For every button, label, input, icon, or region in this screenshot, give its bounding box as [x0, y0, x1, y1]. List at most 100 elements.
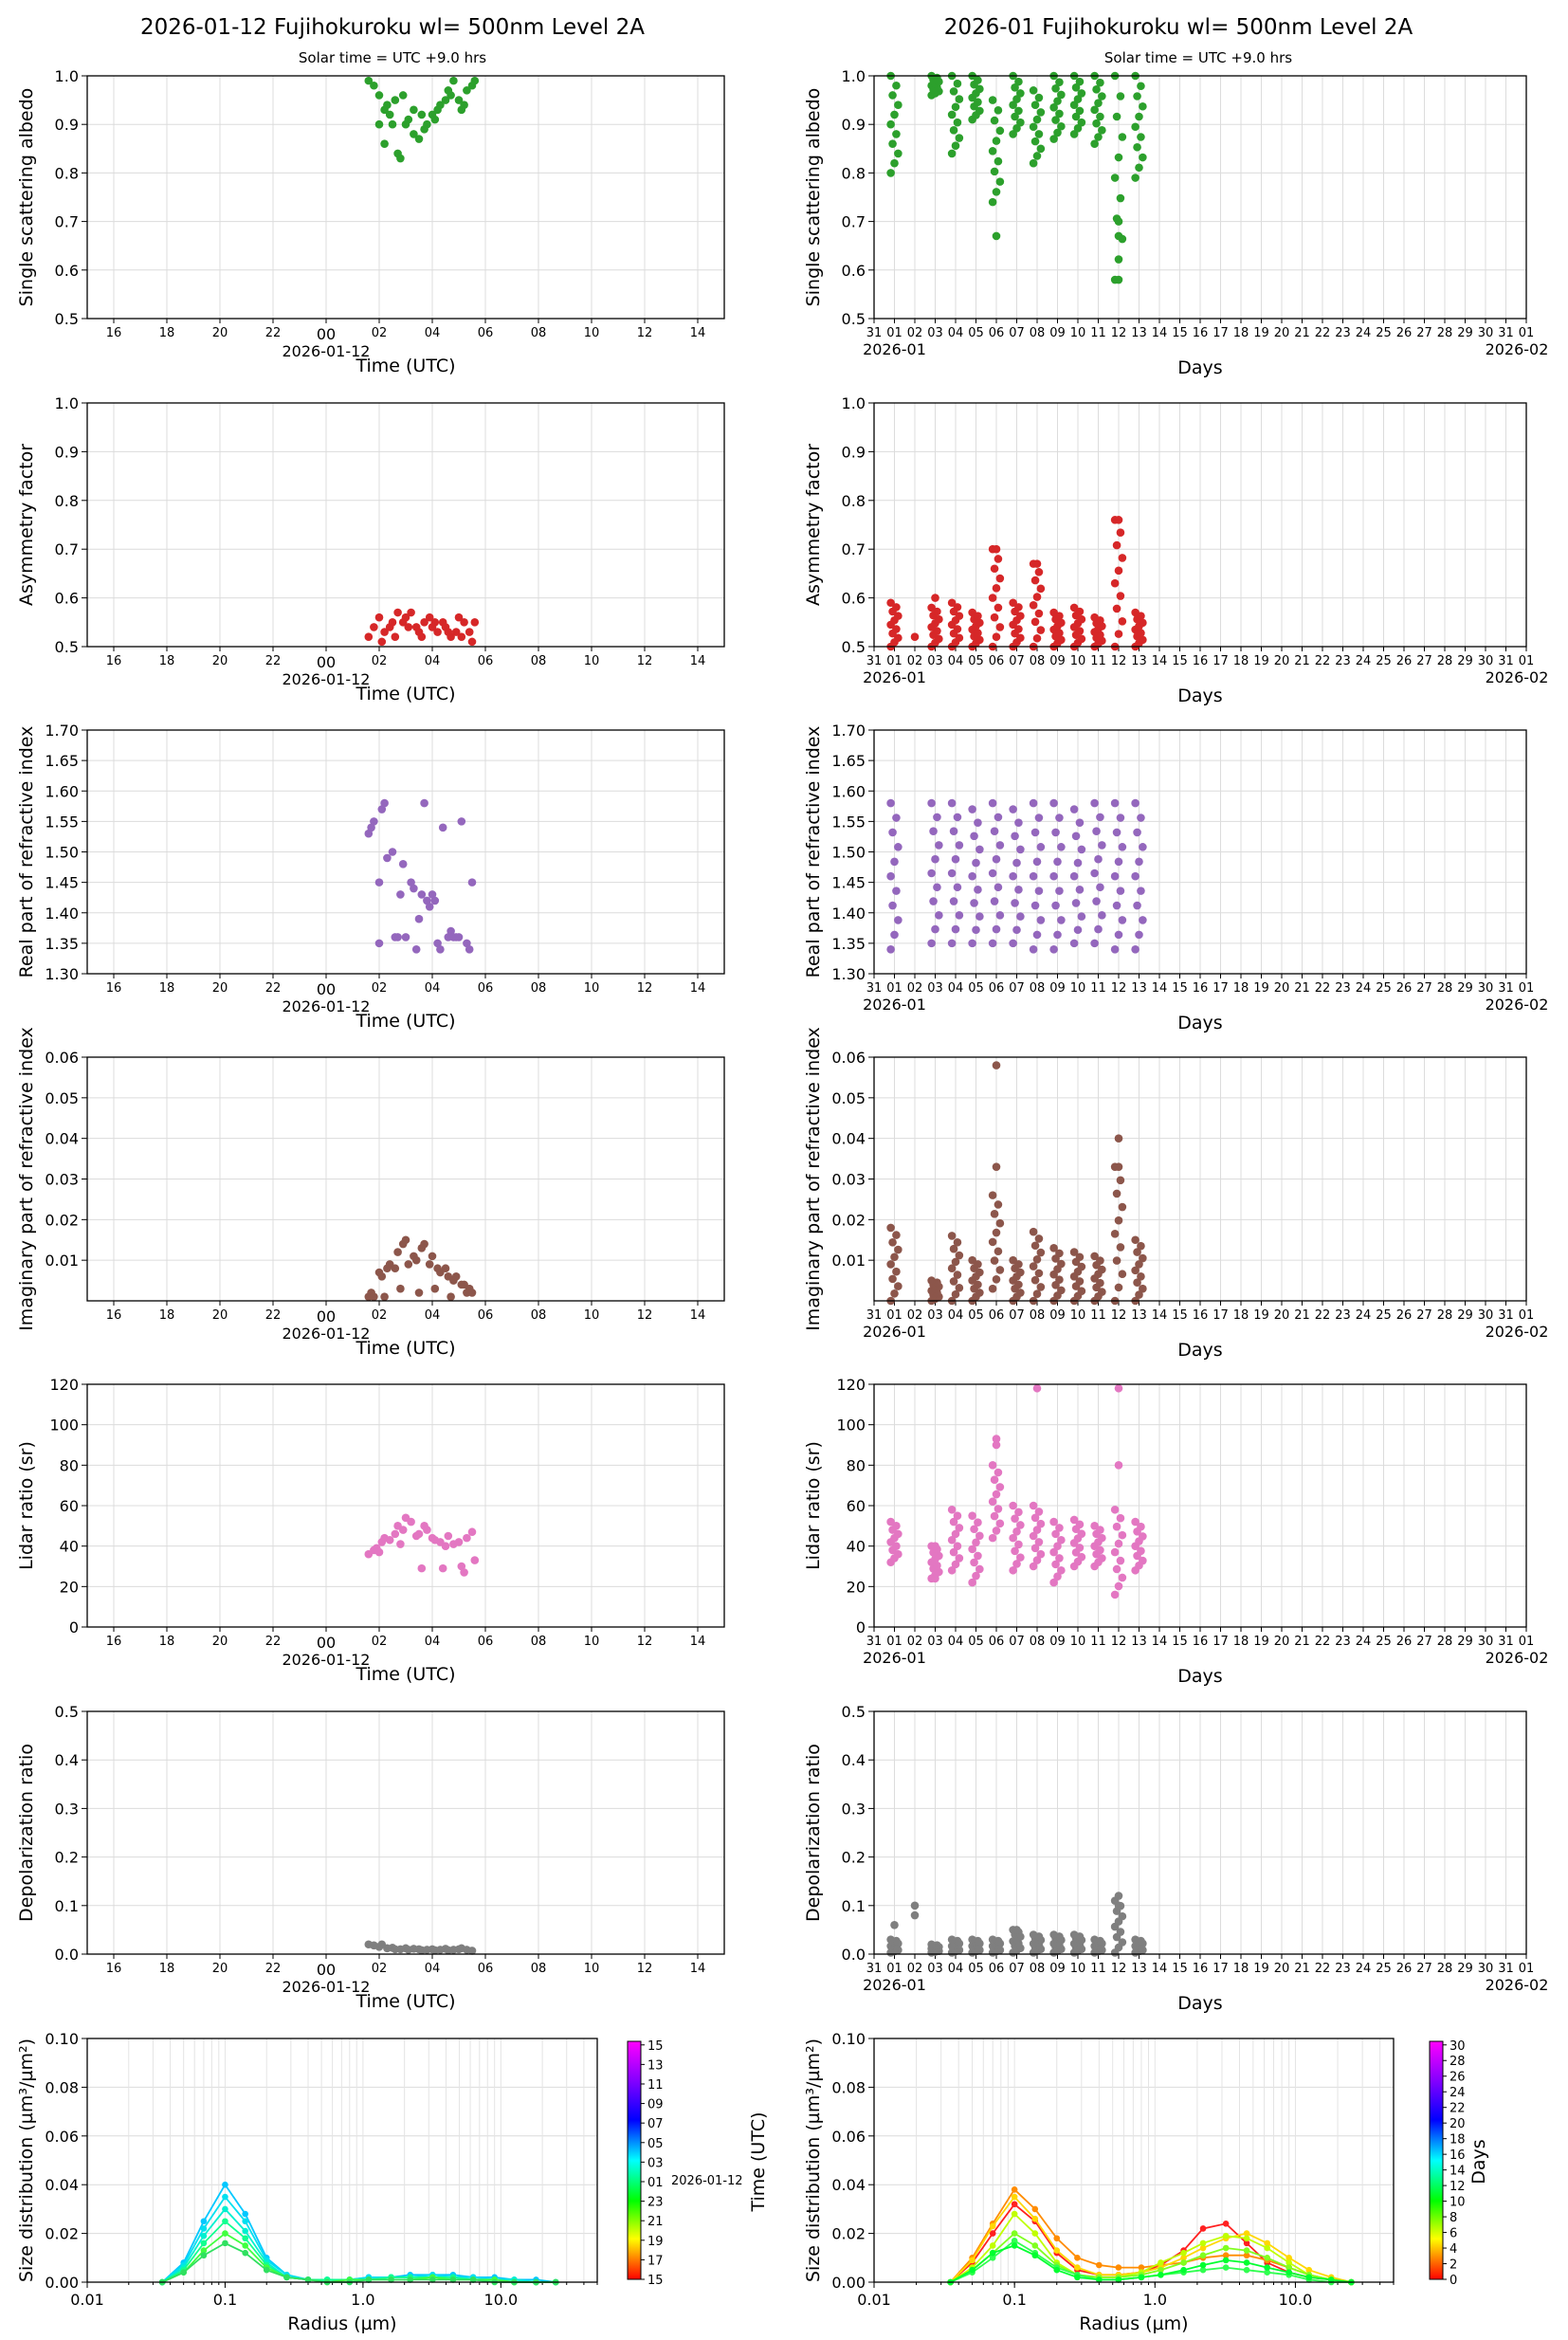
panel-left-1-data-point	[391, 96, 400, 104]
panel-right-1-data-point	[990, 167, 999, 176]
panel-right-4-data-point	[1034, 1269, 1044, 1278]
panel-left-4-x-axis-label: Time (UTC)	[355, 1338, 455, 1359]
panel-right-2-x-tick-label: 16	[1193, 654, 1209, 668]
panel-right-7-series-marker	[1031, 2242, 1039, 2249]
panel-right-3-data-point	[1114, 857, 1123, 867]
panel-right-7-series-marker	[1011, 2242, 1018, 2249]
panel-left-6-x-tick-label: 14	[690, 1962, 706, 1976]
panel-right-3-data-point	[970, 832, 978, 841]
panel-right-6-x-tick-label: 13	[1131, 1962, 1147, 1976]
panel-right-4-data-point	[995, 1218, 1005, 1228]
panel-right-3-data-point	[951, 854, 960, 864]
panel-right-1-x-tick-label: 24	[1356, 326, 1372, 340]
panel-right-5-data-point	[995, 1519, 1005, 1528]
panel-left-4-data-point	[447, 1292, 455, 1302]
panel-left-3-y-tick-label: 1.70	[45, 722, 79, 740]
panel-right-1-data-point	[1012, 95, 1021, 103]
panel-left-1-plot-area	[87, 76, 724, 319]
panel-right-4-data-point	[994, 1247, 1003, 1256]
panel-left-3-x-tick-label: 22	[265, 981, 282, 996]
panel-right-2-data-point	[955, 612, 964, 620]
panel-left-6-plot-area	[87, 1711, 724, 1954]
panel-left-3-data-point	[451, 933, 461, 941]
panel-right-5-data-point	[990, 1511, 999, 1521]
panel-right-1-x-tick-label: 03	[927, 326, 943, 340]
panel-right-1-data-point	[1073, 123, 1083, 133]
panel-right-3-y-tick-label: 1.60	[831, 782, 866, 800]
panel-right-3-data-point	[990, 827, 999, 835]
panel-right-7-series-marker	[1243, 2247, 1250, 2254]
panel-right-2-data-point	[1116, 528, 1125, 538]
panel-left-7-series-marker	[449, 2276, 457, 2283]
panel-right-1-x-tick-label: 16	[1193, 326, 1209, 340]
panel-right-7-series-marker	[1243, 2252, 1250, 2259]
panel-right-2-data-point	[1118, 616, 1127, 626]
panel-right-4-data-point	[955, 1251, 964, 1260]
panel-left-2-x-tick-label: 00	[317, 653, 336, 671]
panel-left-4-data-point	[380, 1292, 389, 1302]
panel-left-7-colorbar-tick-label: 07	[647, 2117, 664, 2131]
panel-right-3-data-point	[1139, 916, 1147, 924]
panel-left-3-y-tick-label: 1.35	[45, 935, 79, 953]
panel-right-5-x-tick-label: 21	[1294, 1635, 1310, 1649]
panel-right-5-data-point	[1137, 1546, 1145, 1556]
panel-right-4-data-point	[890, 1289, 899, 1298]
panel-left-2-data-point	[374, 612, 384, 622]
panel-right-1-data-point	[1053, 97, 1062, 105]
panel-right-4-x-tick-label: 22	[1315, 1308, 1331, 1323]
panel-right-2-x-tick-label: 01	[1519, 654, 1535, 668]
panel-right-1-data-point	[1096, 112, 1104, 121]
panel-right-2-x-tick-label: 29	[1457, 654, 1473, 668]
panel-right-4-x-tick-label: 12	[1111, 1308, 1127, 1323]
panel-right-1-x-tick-label: 10	[1070, 326, 1086, 340]
panel-right-5-y-tick-label: 120	[836, 1376, 866, 1394]
panel-right-5-data-point	[1110, 1547, 1120, 1557]
panel-right-7-series-marker	[1115, 2264, 1122, 2271]
panel-right-1-x-tick-label: 15	[1172, 326, 1188, 340]
panel-right-5-x-tick-label: 03	[927, 1635, 943, 1649]
panel-left-5-data-point	[374, 1547, 384, 1557]
panel-right-2-x-tick-label: 04	[948, 654, 964, 668]
panel-right-5-data-point	[1016, 1553, 1025, 1562]
panel-right-7-series-marker	[1031, 2205, 1039, 2213]
panel-right-1-data-point	[1071, 112, 1081, 121]
panel-right-3-data-point	[947, 939, 957, 948]
panel-right-7-colorbar-tick-label: 18	[1449, 2133, 1466, 2148]
panel-right-1-data-point	[1012, 123, 1021, 133]
panel-right-1-data-point	[1014, 106, 1023, 116]
panel-right-5-data-point	[972, 1538, 980, 1547]
panel-right-1-data-point	[1077, 89, 1086, 98]
panel-right-2-data-point	[1034, 568, 1044, 576]
panel-left-3-data-point	[393, 933, 402, 941]
panel-left-1-data-point	[470, 76, 480, 85]
panel-right-4-data-point	[988, 1237, 997, 1247]
panel-right-6-y-tick-label: 0.2	[842, 1849, 866, 1867]
panel-right-4-data-point	[1075, 1252, 1085, 1262]
panel-right-6-data-point	[1131, 1935, 1140, 1944]
panel-right-5-data-point	[1032, 1526, 1042, 1534]
panel-right-4-data-point	[1036, 1283, 1046, 1291]
panel-right-2-x-tick-label: 27	[1416, 654, 1432, 668]
panel-right-1-data-point	[892, 81, 901, 90]
panel-left-3-data-point	[463, 939, 471, 948]
panel-right-3-data-point	[974, 818, 982, 827]
panel-right-5-data-point	[1032, 1556, 1042, 1564]
panel-right-1-y-tick-label: 1.0	[842, 67, 866, 85]
panel-right-3-data-point	[933, 813, 941, 822]
panel-right-5-y-tick-label: 60	[847, 1497, 866, 1515]
panel-right-1-y-tick-label: 0.9	[842, 116, 866, 134]
panel-right-2-x-tick-label: 30	[1478, 654, 1494, 668]
panel-right-7-series-marker	[1243, 2235, 1250, 2242]
panel-right-1-x-tick-label: 31	[1498, 326, 1514, 340]
panel-left-6-x-tick-label: 02	[372, 1962, 388, 1976]
panel-right-1-x-tick-label: 27	[1416, 326, 1432, 340]
panel-right-3-data-point	[1051, 828, 1060, 837]
panel-right-3-data-point	[1032, 857, 1042, 867]
panel-left-7-series-marker	[222, 2218, 228, 2225]
panel-right-3-data-point	[992, 854, 1001, 864]
panel-left-3-data-point	[410, 884, 418, 893]
panel-left-6-y-tick-label: 0.0	[55, 1946, 79, 1964]
panel-right-4-data-point	[1135, 1260, 1143, 1269]
panel-right-5-x-tick-label: 11	[1090, 1635, 1106, 1649]
panel-right-2-start-date-label: 2026-01	[863, 668, 926, 686]
